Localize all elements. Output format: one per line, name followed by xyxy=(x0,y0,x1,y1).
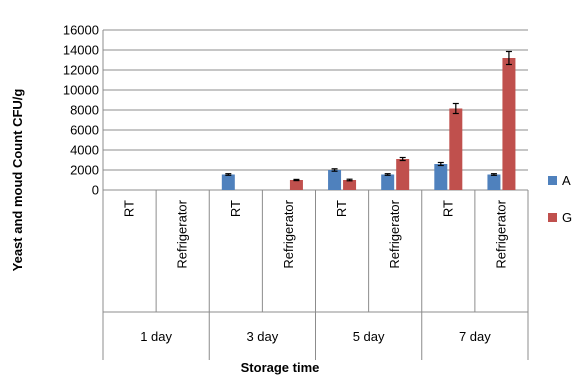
legend: AG xyxy=(548,173,572,225)
legend-swatch-a xyxy=(548,176,557,185)
y-tick-label: 6000 xyxy=(70,123,99,138)
legend-label-g: G xyxy=(562,210,572,225)
y-tick-label: 16000 xyxy=(63,23,99,38)
bars xyxy=(221,58,516,190)
y-tick-label: 8000 xyxy=(70,103,99,118)
category-label: RT xyxy=(122,200,137,217)
group-label: 1 day xyxy=(140,329,172,344)
category-label: Refrigerator xyxy=(387,199,402,268)
bar-g xyxy=(396,159,410,190)
group-labels: 1 day 3 day 5 day 7 day xyxy=(140,329,491,344)
bar-g xyxy=(449,108,463,190)
y-tick-label: 14000 xyxy=(63,43,99,58)
error-bars xyxy=(225,50,512,182)
bar-a xyxy=(434,164,448,190)
y-tick-label: 12000 xyxy=(63,63,99,78)
category-table xyxy=(102,190,529,360)
group-label: 3 day xyxy=(246,329,278,344)
bar-a xyxy=(221,174,235,190)
bar-g xyxy=(502,58,516,190)
bar-g xyxy=(289,180,303,190)
x-axis-title: Storage time xyxy=(241,360,320,375)
legend-label-a: A xyxy=(562,173,571,188)
bar-g xyxy=(343,180,357,190)
y-tick-label: 10000 xyxy=(63,83,99,98)
category-labels: RT Refrigerator RT Refrigerator RT Refrigerat… xyxy=(122,199,509,268)
y-axis-title: Yeast and moud Count CFU/g xyxy=(10,89,25,272)
y-tick-label: 2000 xyxy=(70,163,99,178)
y-tick-label: 4000 xyxy=(70,143,99,158)
bar-a xyxy=(381,174,395,190)
y-tick-labels: 0 2000 4000 6000 8000 10000 12000 14000 16000 xyxy=(63,23,99,198)
category-label: RT xyxy=(334,200,349,217)
category-label: Refrigerator xyxy=(493,199,508,268)
y-tick-label: 0 xyxy=(92,183,99,198)
category-label: RT xyxy=(228,200,243,217)
group-label: 5 day xyxy=(353,329,385,344)
category-label: RT xyxy=(440,200,455,217)
legend-swatch-g xyxy=(548,213,557,222)
bar-a xyxy=(328,170,342,190)
group-label: 7 day xyxy=(459,329,491,344)
category-label: Refrigerator xyxy=(281,199,296,268)
category-label: Refrigerator xyxy=(175,199,190,268)
bar-a xyxy=(487,174,501,190)
